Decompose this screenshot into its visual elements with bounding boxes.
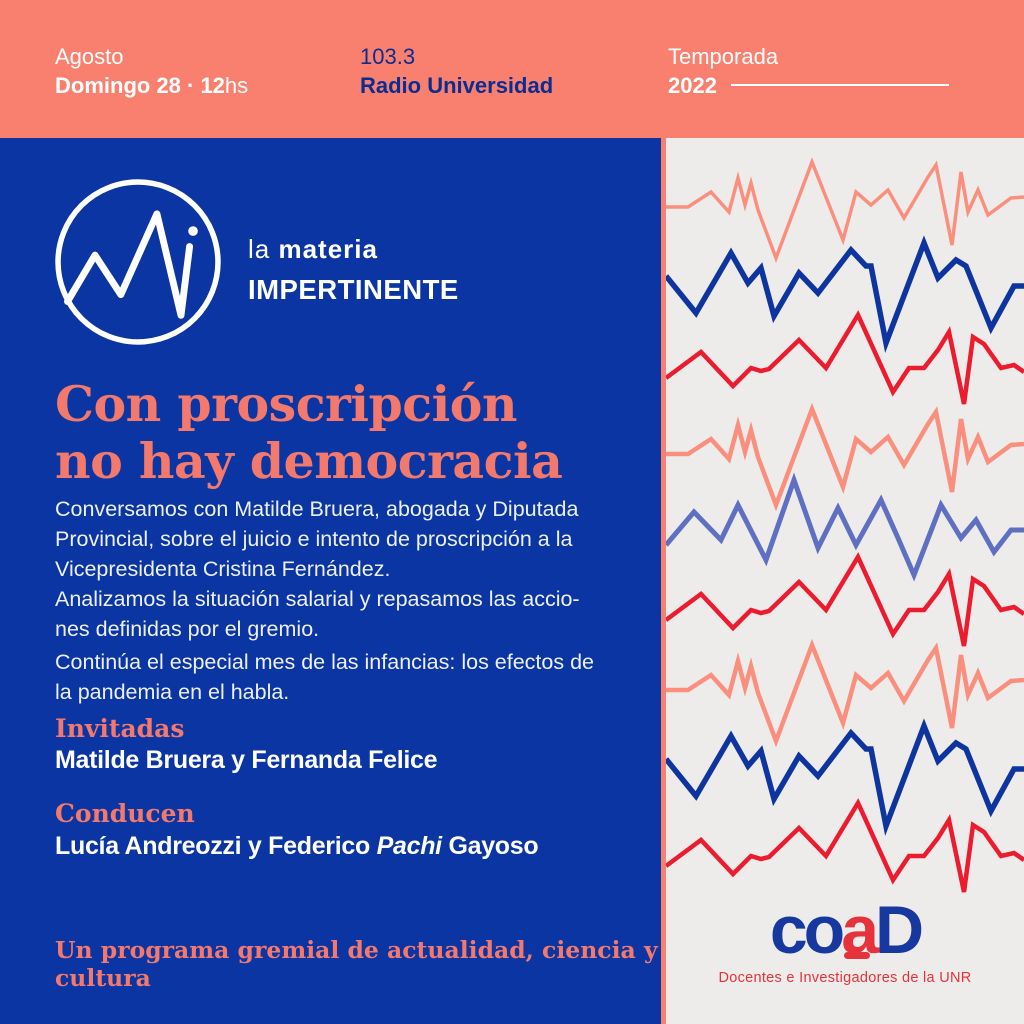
program-tagline: Un programa gremial de actualidad, cienc… bbox=[55, 936, 658, 992]
content-row: la materia IMPERTINENTE Con proscripción… bbox=[0, 138, 1024, 1024]
logo-circle-outline bbox=[55, 179, 221, 345]
hosts-label: Conducen bbox=[55, 799, 195, 828]
logo-word-impertinente: IMPERTINENTE bbox=[248, 274, 459, 305]
coad-letters-co: co bbox=[769, 892, 845, 968]
waveform-panel: coaD Docentes e Investigadores de la UNR bbox=[666, 138, 1024, 1024]
header-station-name: Radio Universidad bbox=[360, 73, 554, 98]
guests-names: Matilde Bruera y Fernanda Felice bbox=[55, 746, 438, 774]
episode-paragraph-3: Continúa el especial mes de las infancia… bbox=[55, 650, 595, 704]
waveform-line bbox=[666, 552, 1024, 647]
header-hours-suffix: hs bbox=[224, 73, 249, 98]
hosts-names-pre: Lucía Andreozzi y Federico bbox=[55, 832, 377, 860]
header-date-block: Agosto Domingo 28 · 12hs bbox=[55, 42, 248, 100]
coad-logo: coaD bbox=[666, 892, 1024, 968]
coad-letter-a: a bbox=[841, 892, 879, 968]
hosts-names: Lucía Andreozzi y Federico Pachi Gayoso bbox=[55, 832, 539, 861]
waveform-line bbox=[666, 718, 1024, 836]
coad-tagline: Docentes e Investigadores de la UNR bbox=[718, 970, 972, 986]
logo-word-la: la bbox=[248, 234, 279, 264]
waveform-line bbox=[666, 638, 1024, 748]
waveform-line bbox=[666, 798, 1024, 893]
waveform-graphic bbox=[666, 157, 1024, 893]
waveform-line bbox=[666, 402, 1024, 512]
header-day-time-bold: Domingo 28 · 12 bbox=[55, 73, 225, 98]
guests-label: Invitadas bbox=[55, 714, 185, 743]
waveform-line bbox=[666, 157, 1024, 263]
header-frequency: 103.3 bbox=[360, 44, 416, 69]
logo-zigzag-mi bbox=[64, 210, 194, 319]
waveform-line bbox=[666, 472, 1024, 582]
header-day-time: Domingo 28 · 12hs bbox=[55, 71, 248, 100]
header-year: 2022 bbox=[668, 73, 717, 98]
episode-paragraph-1: Conversamos con Matilde Bruera, abogada … bbox=[55, 497, 579, 581]
logo-i-dot bbox=[188, 226, 198, 236]
header-season-block: Temporada 2022 bbox=[668, 42, 949, 100]
hosts-names-post: Gayoso bbox=[441, 832, 539, 860]
coad-letter-d: D bbox=[875, 892, 924, 968]
logo-word-materia: materia bbox=[278, 234, 378, 264]
waveform-line bbox=[666, 310, 1024, 405]
waveform-line bbox=[666, 235, 1024, 353]
program-logo-icon bbox=[55, 179, 221, 345]
main-blue-panel: la materia IMPERTINENTE Con proscripción… bbox=[0, 138, 661, 1024]
hosts-names-nickname: Pachi bbox=[376, 832, 443, 860]
header-station-block: 103.3 Radio Universidad bbox=[360, 42, 553, 100]
header-rule-line bbox=[730, 84, 949, 87]
coad-block: coaD Docentes e Investigadores de la UNR bbox=[666, 892, 1024, 986]
header-bar: Agosto Domingo 28 · 12hs 103.3 Radio Uni… bbox=[0, 0, 1024, 138]
episode-title: Con proscripción no hay democracia bbox=[55, 375, 563, 490]
program-logo-text: la materia IMPERTINENTE bbox=[248, 234, 459, 306]
header-season-label: Temporada bbox=[668, 44, 779, 69]
episode-paragraph-2: Analizamos la situación salarial y repas… bbox=[55, 587, 580, 641]
header-month: Agosto bbox=[55, 44, 124, 69]
logo-line-la-materia: la materia bbox=[248, 234, 459, 265]
coral-divider bbox=[661, 138, 666, 1024]
header-year-row: 2022 bbox=[668, 71, 949, 100]
